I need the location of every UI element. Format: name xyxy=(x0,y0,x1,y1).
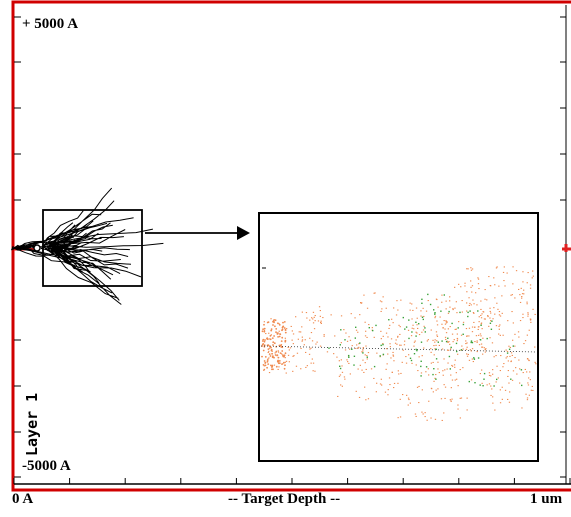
zoom-arrowhead xyxy=(237,226,250,240)
series-vacancy xyxy=(328,293,523,387)
series-recoil xyxy=(263,266,537,421)
entry-point xyxy=(33,244,41,252)
inset-panel xyxy=(258,212,539,462)
right-beam-marker xyxy=(562,244,571,252)
x-max-label: 1 um xyxy=(530,491,563,507)
y-min-label: -5000 A xyxy=(22,458,71,474)
entry-recoil-cluster xyxy=(261,319,287,371)
ion-cascade xyxy=(11,187,164,305)
series-trajectory xyxy=(11,187,164,305)
layer-label: Layer 1 xyxy=(23,392,41,456)
x-axis-title: -- Target Depth -- xyxy=(228,491,341,507)
x-axis-ticks xyxy=(13,478,571,484)
y-max-label: + 5000 A xyxy=(22,16,79,32)
x-min-label: 0 A xyxy=(12,491,34,507)
y-axis-ticks-right xyxy=(560,16,566,478)
plot-frame xyxy=(11,0,571,492)
y-axis-ticks-left xyxy=(14,16,21,478)
inset-beam-path xyxy=(260,345,537,353)
zoom-box xyxy=(42,209,143,287)
